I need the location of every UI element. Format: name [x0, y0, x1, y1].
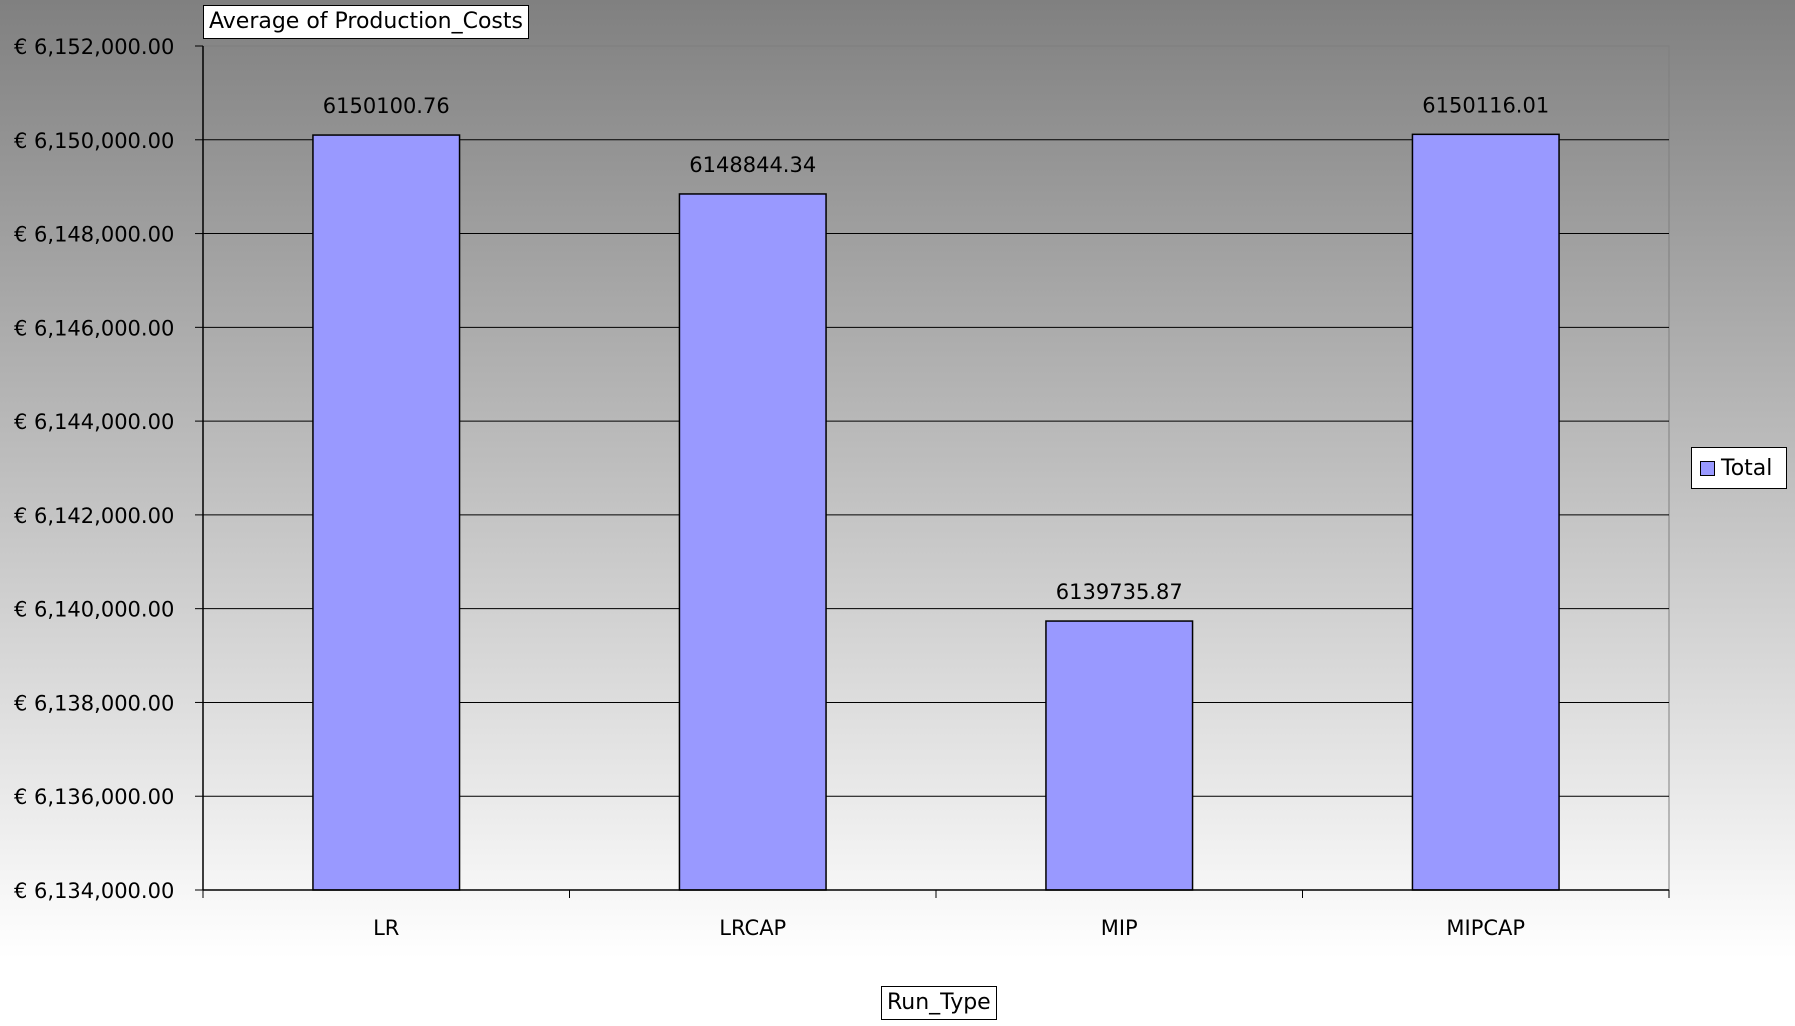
data-label: 6150116.01 [1422, 93, 1549, 117]
bar-mipcap [1411, 133, 1560, 891]
legend: Total [1691, 447, 1787, 489]
y-tick-label: € 6,140,000.00 [14, 598, 174, 622]
axes [195, 45, 1670, 898]
axis-field-button[interactable]: Run_Type [881, 986, 997, 1020]
y-tick-label: € 6,134,000.00 [14, 879, 174, 903]
bars [312, 133, 1560, 891]
y-tick-label: € 6,138,000.00 [14, 691, 174, 715]
x-tick-label: MIPCAP [1446, 916, 1525, 940]
data-label: 6139735.87 [1056, 580, 1183, 604]
bar-lr [312, 134, 461, 891]
bar-mip [1045, 620, 1194, 891]
x-tick-label: LR [373, 916, 399, 940]
legend-label: Total [1721, 455, 1773, 481]
labels: € 6,152,000.00 € 6,150,000.00 € 6,148,000.… [14, 35, 1549, 940]
y-tick-label: € 6,146,000.00 [14, 316, 174, 340]
y-tick-label: € 6,150,000.00 [14, 129, 174, 153]
y-tick-label: € 6,148,000.00 [14, 223, 174, 247]
bar-lrcap [678, 193, 827, 891]
x-tick-label: LRCAP [719, 916, 786, 940]
data-field-button[interactable]: Average of Production_Costs [203, 5, 529, 39]
data-label: 6148844.34 [689, 153, 816, 177]
legend-swatch [1700, 460, 1715, 476]
x-tick-label: MIP [1101, 916, 1138, 940]
y-tick-label: € 6,144,000.00 [14, 410, 174, 434]
y-tick-label: € 6,152,000.00 [14, 35, 174, 59]
y-tick-label: € 6,142,000.00 [14, 504, 174, 528]
y-tick-label: € 6,136,000.00 [14, 785, 174, 809]
data-label: 6150100.76 [323, 94, 450, 118]
